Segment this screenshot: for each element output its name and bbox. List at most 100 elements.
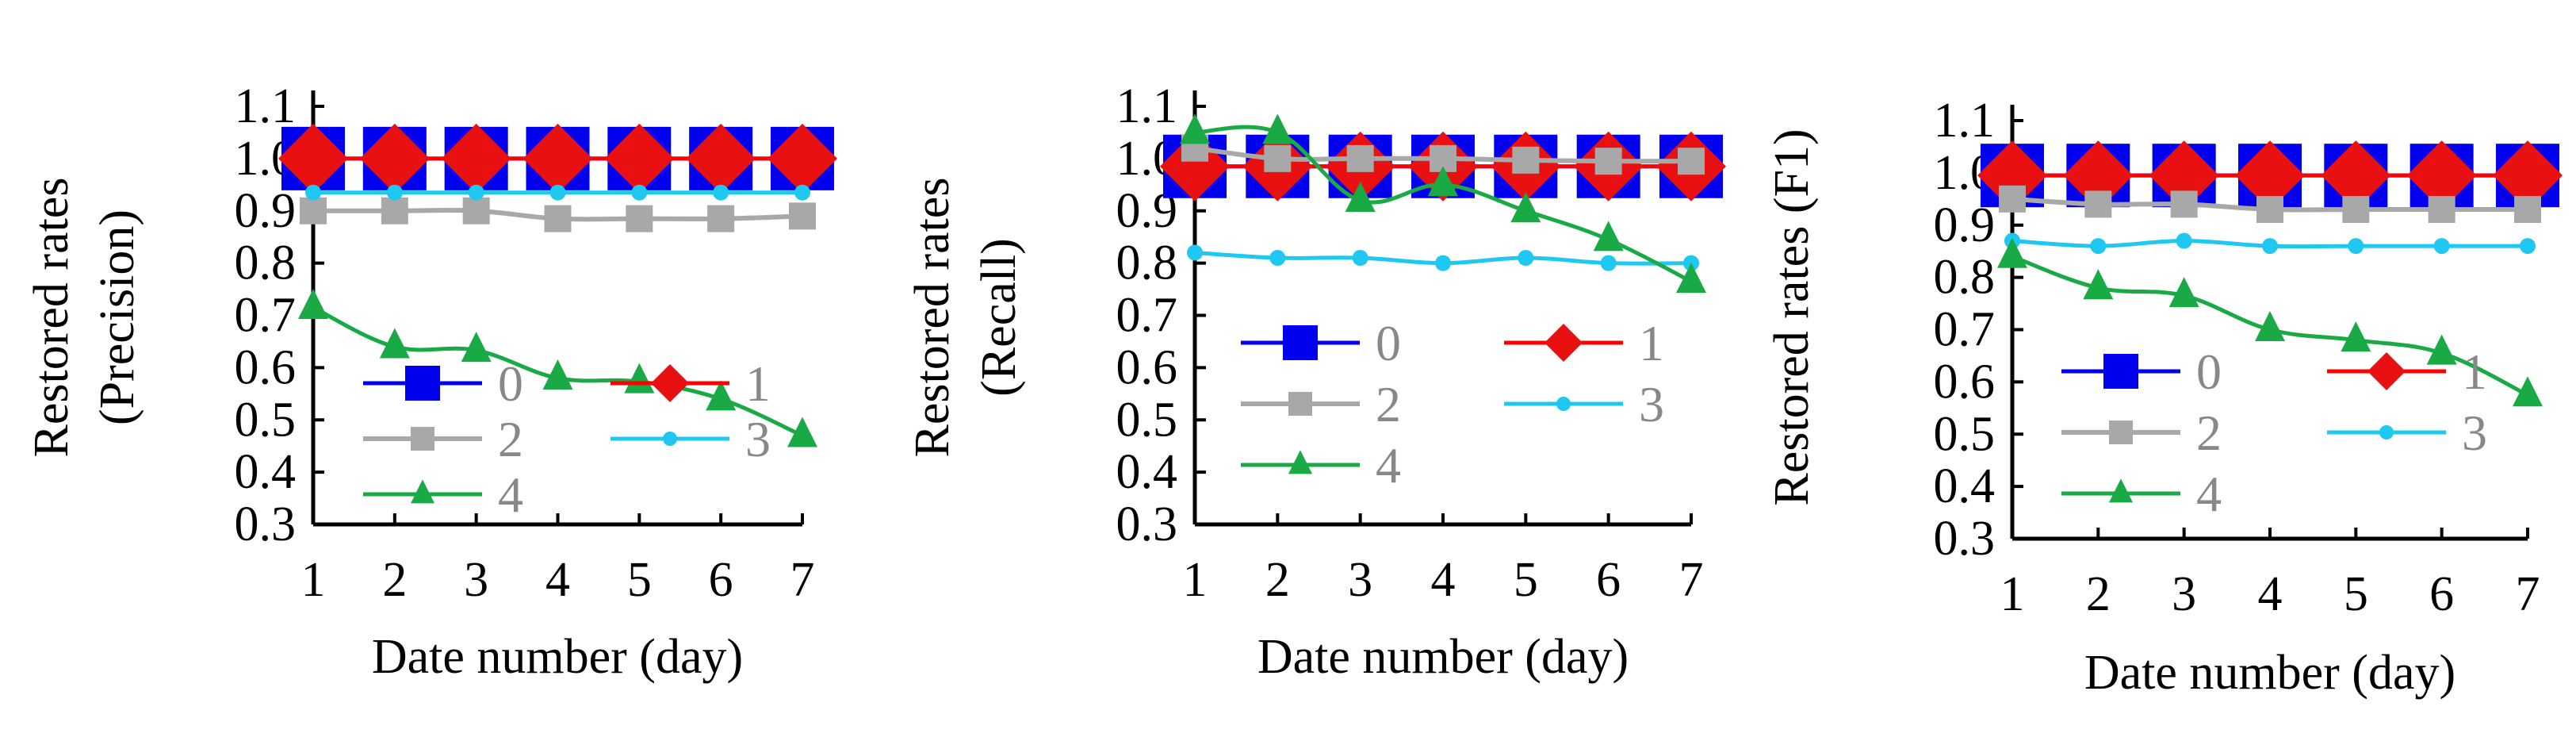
x-tick-label: 7 [790, 553, 815, 607]
y-tick-label: 1.1 [1116, 79, 1178, 133]
series-1-point [767, 123, 837, 194]
y-tick-label: 0.5 [1116, 393, 1178, 447]
legend-entry-4: 4 [1241, 437, 1401, 493]
series-4-point [1997, 237, 2027, 268]
series-4-point [787, 417, 817, 447]
legend-entry-2: 2 [2061, 405, 2222, 461]
series-4-point [542, 359, 573, 390]
series-2-point [1264, 144, 1292, 172]
series-4-point [2341, 321, 2371, 352]
y-axis-label: Restored rates [25, 178, 78, 458]
series-1-point [1977, 140, 2047, 211]
legend-marker [405, 366, 440, 401]
legend-label: 1 [1639, 315, 1664, 371]
y-tick-label: 0.9 [235, 184, 297, 238]
legend-label: 2 [1376, 376, 1401, 432]
x-tick-label: 1 [2000, 567, 2025, 621]
series-4-point [1593, 221, 1624, 251]
series-4-point [2168, 277, 2199, 308]
legend-label: 4 [1376, 437, 1401, 493]
series-1 [278, 123, 837, 194]
legend-entry-1: 1 [1504, 315, 1664, 371]
series-3-point [2176, 232, 2192, 249]
y-tick-label: 0.6 [1116, 340, 1178, 394]
series-4-point [706, 380, 737, 411]
legend-entry-0: 0 [1241, 315, 1401, 371]
legend-marker [1283, 325, 1318, 360]
x-tick-label: 6 [1596, 553, 1621, 607]
series-1-point [2493, 140, 2563, 211]
y-tick-label: 0.4 [235, 445, 297, 499]
series-1-point [522, 123, 593, 194]
y-tick-label: 0.3 [1934, 512, 1996, 566]
series-3 [2004, 232, 2536, 255]
series-4-point [2083, 269, 2114, 300]
x-tick-label: 5 [1514, 553, 1538, 607]
x-axis-label: Date number (day) [2084, 646, 2455, 700]
legend-entry-0: 0 [363, 355, 523, 412]
legend-entry-4: 4 [2061, 466, 2222, 522]
series-2-point [2084, 190, 2112, 218]
legend-marker [651, 364, 689, 402]
series-1-point [2149, 140, 2219, 211]
series-4-point [2513, 376, 2543, 407]
legend-label: 3 [2462, 405, 2487, 461]
series-2-point [544, 205, 572, 232]
series-2 [1999, 185, 2541, 223]
legend: 0 1 2 3 4 [363, 355, 771, 523]
x-tick-label: 3 [464, 553, 488, 607]
series-4 [1180, 113, 1706, 294]
y-tick-label: 0.4 [1116, 445, 1178, 499]
series-1-point [604, 123, 675, 194]
x-tick-label: 4 [2258, 567, 2283, 621]
series-4-point [2255, 310, 2285, 341]
legend-marker [2367, 352, 2406, 390]
series-2-point [1678, 148, 1705, 175]
y-axis-label: (Recall) [972, 238, 1026, 397]
series-2-point [707, 205, 735, 232]
legend-entry-1: 1 [611, 355, 771, 412]
series-4-point [1428, 166, 1458, 197]
series-1-point [2406, 140, 2477, 211]
y-tick-label: 0.6 [1934, 355, 1996, 409]
legend-label: 3 [745, 411, 771, 467]
y-tick-label: 0.7 [1116, 289, 1178, 343]
series-2-point [1512, 146, 1540, 174]
x-tick-label: 4 [1431, 553, 1456, 607]
legend-label: 0 [1376, 315, 1401, 371]
y-tick-label: 0.7 [1934, 303, 1996, 357]
legend-label: 3 [1639, 376, 1664, 432]
series-3-point [1352, 250, 1368, 267]
legend-marker [1544, 324, 1583, 362]
x-tick-label: 3 [2172, 567, 2196, 621]
series-2-point [1346, 144, 1374, 172]
series-2-point [2342, 195, 2370, 223]
x-tick-label: 7 [1679, 553, 1704, 607]
legend-marker [1288, 450, 1312, 474]
legend-label: 1 [745, 355, 771, 412]
series-3-point [468, 184, 484, 201]
series-4 [298, 289, 817, 447]
series-3-point [386, 184, 403, 201]
legend-marker [2109, 420, 2133, 444]
legend-label: 0 [2196, 344, 2222, 400]
y-tick-label: 0.3 [1116, 497, 1178, 551]
legend-label: 2 [498, 411, 523, 467]
series-1-point [2321, 140, 2391, 211]
y-tick-label: 0.7 [235, 289, 297, 343]
series-4-point [1180, 113, 1210, 144]
series-4-point [624, 363, 655, 394]
legend-entry-3: 3 [2327, 405, 2487, 461]
y-tick-label: 0.5 [235, 393, 297, 447]
x-tick-label: 5 [2344, 567, 2368, 621]
legend-marker [663, 432, 677, 446]
legend-marker [411, 479, 434, 504]
legend-entry-2: 2 [1241, 376, 1401, 432]
x-tick-label: 2 [382, 553, 407, 607]
x-tick-label: 2 [1265, 553, 1290, 607]
series-3-point [305, 184, 321, 201]
y-tick-label: 0.8 [235, 236, 297, 290]
x-tick-label: 2 [2086, 567, 2111, 621]
series-1-point [2063, 140, 2134, 211]
